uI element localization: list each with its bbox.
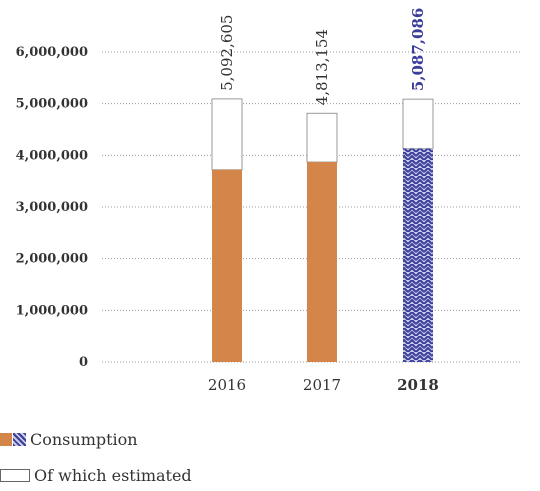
x-axis-ticks: 2016 2017 2018 [208,376,439,394]
y-tick-label: 0 [79,355,88,370]
bar-total-label: 5,087,086 [409,8,427,92]
y-tick-label: 2,000,000 [16,252,88,267]
legend-item-consumption: Consumption [0,428,192,450]
consumption-highlight-swatch [13,432,26,446]
y-tick-label: 3,000,000 [16,200,88,215]
x-tick-label: 2018 [397,376,439,394]
legend-label-consumption: Consumption [30,429,138,449]
bar-chart: 0 1,000,000 2,000,000 3,000,000 4,000,000 5,0… [16,8,522,394]
bar-total-labels: 5,092,605 4,813,154 5,087,086 [218,8,427,106]
bar-total-label: 4,813,154 [313,29,331,105]
bars [211,98,434,362]
bar-consumption [403,148,433,362]
bar-estimated [402,98,434,150]
consumption-swatch [0,432,12,446]
y-tick-label: 1,000,000 [16,303,88,318]
x-tick-label: 2016 [208,376,246,394]
y-axis-ticks: 0 1,000,000 2,000,000 3,000,000 4,000,000 5,0… [16,45,88,370]
bar-estimated [211,98,243,171]
bar-consumption [307,162,337,362]
bar-total-label: 5,092,605 [218,15,236,91]
bar-estimated [306,112,338,163]
legend: Consumption Of which estimated [0,428,192,486]
bar-consumption [212,169,242,362]
y-tick-label: 6,000,000 [16,45,88,60]
legend-label-estimated: Of which estimated [34,465,192,485]
legend-item-estimated: Of which estimated [0,464,192,486]
estimated-swatch [0,468,30,482]
y-tick-label: 4,000,000 [16,148,88,163]
x-tick-label: 2017 [303,376,341,394]
y-tick-label: 5,000,000 [16,97,88,112]
